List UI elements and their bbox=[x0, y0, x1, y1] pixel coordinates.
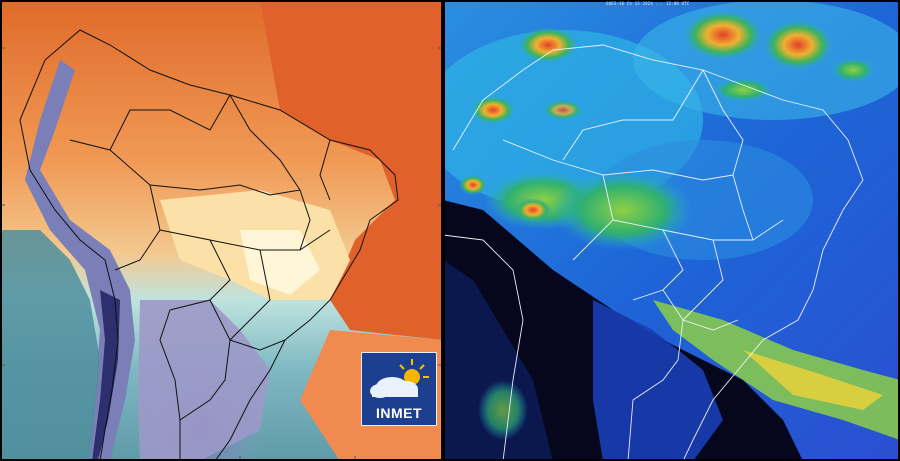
country-borders bbox=[443, 44, 864, 461]
storm-cell bbox=[683, 10, 763, 60]
logo-text: INMET bbox=[375, 405, 423, 421]
storm-cell bbox=[471, 96, 515, 124]
pacific-cool bbox=[0, 230, 100, 461]
andes-coldest bbox=[92, 290, 120, 461]
storm-cell bbox=[763, 20, 833, 70]
storm-cell bbox=[459, 175, 487, 195]
storm-cell bbox=[518, 27, 578, 63]
satellite-header-text: GOES-16 Ch 13 2024 ... 12:00 UTC bbox=[606, 1, 690, 6]
temperature-map-panel: INMET bbox=[0, 0, 443, 461]
ocean-warm-area bbox=[260, 0, 443, 340]
satellite-image-panel bbox=[443, 0, 900, 461]
pampas-cool bbox=[138, 300, 270, 461]
sun-cloud-icon bbox=[370, 359, 429, 398]
storm-cell bbox=[515, 198, 551, 222]
temperature-map bbox=[0, 0, 443, 461]
interior-pale-area bbox=[240, 230, 320, 295]
country-borders bbox=[19, 29, 399, 461]
inmet-logo: INMET bbox=[361, 352, 437, 426]
satellite-ir-image bbox=[443, 0, 900, 461]
